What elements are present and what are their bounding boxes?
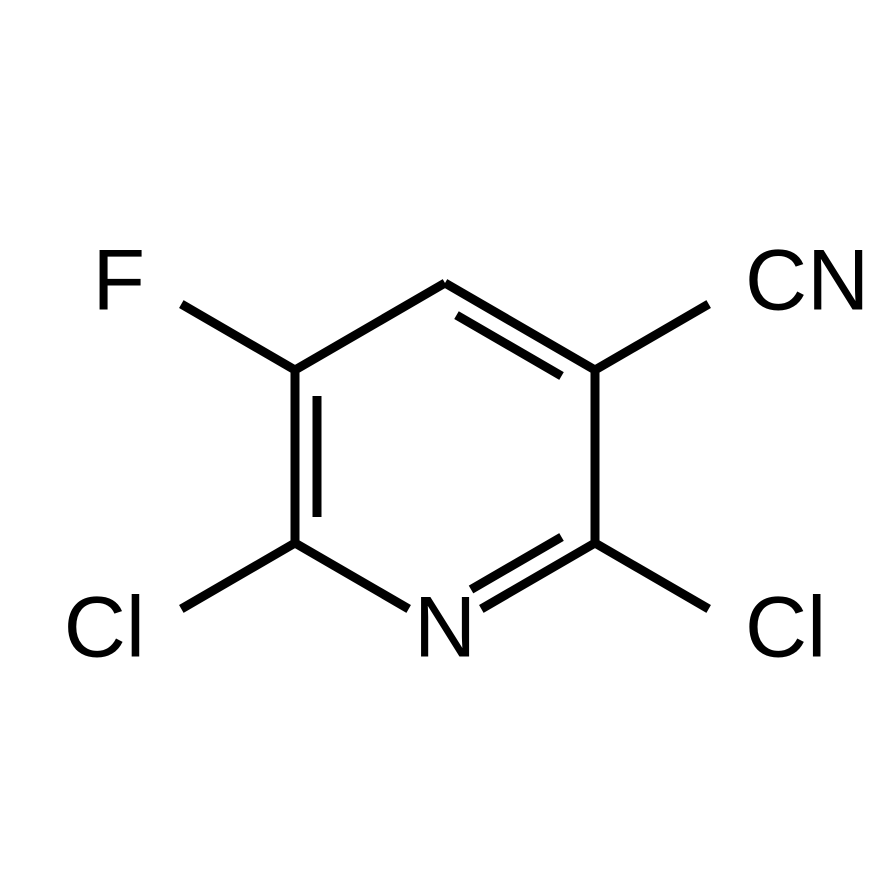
atom-label-cl6: Cl xyxy=(64,580,145,676)
bond-line xyxy=(181,304,295,370)
atom-label-cn: CN xyxy=(745,233,869,329)
bond-line xyxy=(595,304,709,370)
bond-line xyxy=(471,537,561,589)
atom-label-n1: N xyxy=(414,580,476,676)
bond-line xyxy=(295,283,445,370)
atom-label-cl2: Cl xyxy=(745,580,826,676)
molecule-canvas: N Cl CN F Cl xyxy=(0,0,890,890)
bond-line xyxy=(181,543,295,609)
atom-label-f: F xyxy=(92,233,145,329)
bond-line xyxy=(595,543,709,609)
bond-line xyxy=(295,543,409,609)
